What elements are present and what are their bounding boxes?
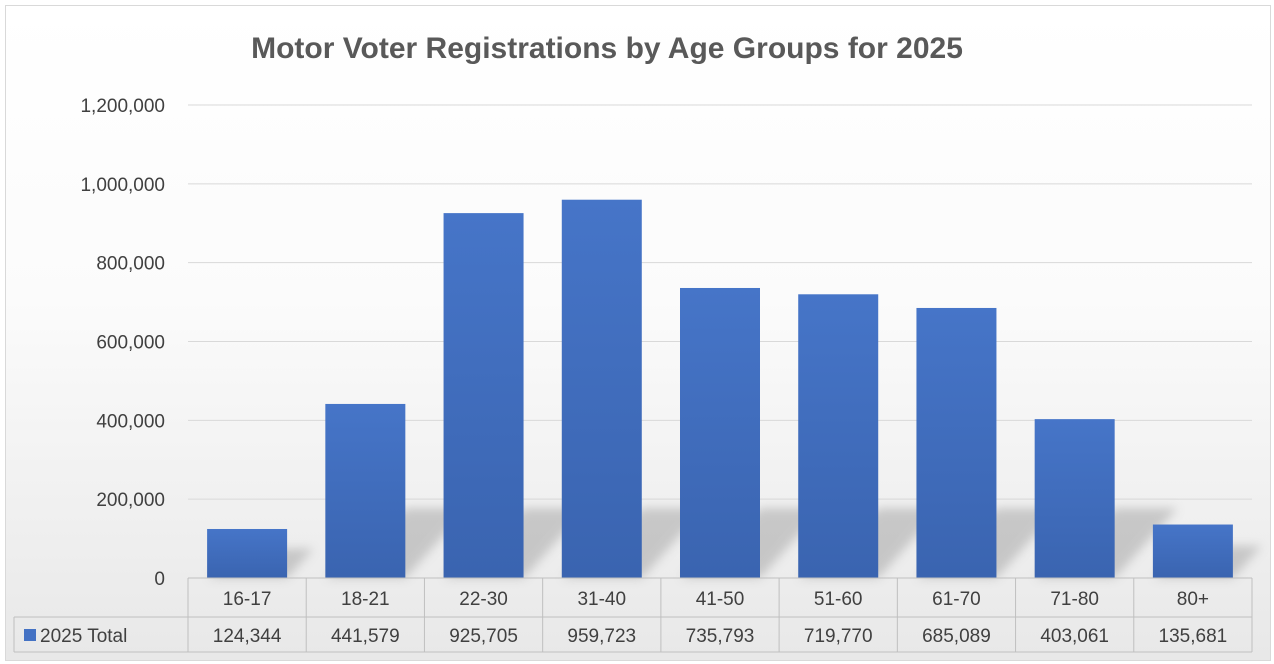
data-label: 685,089 <box>922 626 991 647</box>
bar <box>207 528 288 578</box>
y-tick-label: 400,000 <box>96 411 165 432</box>
y-tick-label: 1,200,000 <box>80 96 165 117</box>
data-label: 403,061 <box>1040 626 1109 647</box>
bar <box>561 199 642 579</box>
x-tick-label: 51-60 <box>814 589 863 610</box>
data-label: 441,579 <box>331 626 400 647</box>
data-label: 735,793 <box>686 626 755 647</box>
chart-title: Motor Voter Registrations by Age Groups … <box>251 32 963 65</box>
bar <box>1034 419 1115 578</box>
data-label: 959,723 <box>567 626 636 647</box>
data-label: 124,344 <box>213 626 282 647</box>
data-table: 16-17 124,344 18-21 441,579 22-30 925,705 31-4… <box>13 577 1253 653</box>
x-tick-label: 41-50 <box>696 589 745 610</box>
bar <box>916 307 997 578</box>
x-tick-label: 80+ <box>1177 589 1209 610</box>
bar <box>443 213 524 578</box>
y-tick-label: 800,000 <box>96 254 165 275</box>
data-label: 925,705 <box>449 626 518 647</box>
bar <box>798 294 879 578</box>
legend-label: 2025 Total <box>40 626 127 647</box>
bar <box>680 287 760 578</box>
x-tick-label: 31-40 <box>577 589 626 610</box>
y-tick-label: 600,000 <box>96 333 165 354</box>
x-tick-label: 18-21 <box>341 589 390 610</box>
y-tick-label: 0 <box>154 569 165 590</box>
x-tick-label: 61-70 <box>932 589 981 610</box>
data-label: 135,681 <box>1159 626 1228 647</box>
bars <box>207 199 1233 579</box>
x-tick-label: 22-30 <box>459 589 508 610</box>
x-tick-label: 16-17 <box>223 589 272 610</box>
legend-swatch <box>24 629 36 641</box>
y-axis: 0 200,000 400,000 600,000 800,000 1,000,000 1,… <box>80 96 165 590</box>
y-tick-label: 1,000,000 <box>80 175 165 196</box>
bar <box>325 403 406 578</box>
x-tick-label: 71-80 <box>1050 589 1099 610</box>
data-label: 719,770 <box>804 626 873 647</box>
y-tick-label: 200,000 <box>96 490 165 511</box>
bar <box>1152 524 1233 578</box>
